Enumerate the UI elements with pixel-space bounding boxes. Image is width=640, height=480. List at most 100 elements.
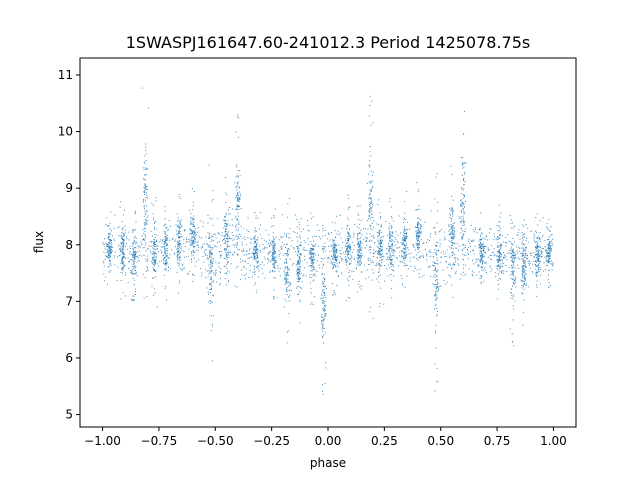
data-point [241,274,243,276]
data-point [190,224,192,226]
data-point [256,267,258,268]
data-point [347,252,349,254]
data-point [312,253,314,255]
data-point [121,252,123,254]
data-point [147,259,149,261]
data-point [310,212,312,214]
data-point [213,315,214,317]
data-point [523,255,524,257]
data-point [499,267,501,269]
data-point [264,246,266,248]
data-point [451,233,453,235]
data-point [496,260,498,261]
data-point [109,263,111,265]
data-point [302,275,304,277]
data-point [364,247,366,249]
data-point [435,242,437,244]
data-point [357,249,359,251]
data-point [253,265,255,267]
data-point [406,221,408,223]
data-point [284,233,285,235]
data-point [412,244,414,246]
data-point [273,296,274,298]
data-point [274,259,276,261]
data-point [404,228,406,230]
data-point [381,246,383,248]
data-point [254,267,256,269]
data-point [369,239,371,241]
data-point [215,237,217,239]
data-point [318,264,320,266]
data-point [403,235,405,236]
data-point [449,263,451,265]
data-point [521,270,523,272]
data-point [284,298,286,300]
data-point [479,250,481,252]
data-point [353,257,355,259]
data-point [167,239,169,241]
data-point [535,259,537,261]
data-point [512,253,514,255]
data-point [417,217,419,219]
data-point [273,266,275,268]
data-point [484,246,486,248]
data-point [131,300,133,301]
data-point [403,230,405,232]
data-point [486,239,488,241]
data-point [429,249,431,251]
data-point [482,256,484,258]
data-point [255,292,257,294]
data-point [119,254,121,256]
data-point [144,183,146,185]
data-point [310,251,312,253]
data-point [369,208,371,210]
data-point [468,238,470,240]
data-point [176,226,178,228]
data-point [414,267,416,269]
data-point [324,250,326,252]
data-point [132,242,133,244]
data-point [228,256,230,258]
data-point [141,255,143,257]
data-point [417,221,419,223]
data-point [544,240,546,242]
data-point [356,263,358,265]
data-point [484,251,486,253]
data-point [145,258,147,260]
data-point [183,251,185,252]
data-point [535,241,537,242]
data-point [538,270,540,272]
data-point [163,274,165,276]
data-point [147,219,149,221]
data-point [512,319,514,321]
data-point [496,259,498,260]
data-point [322,320,324,322]
data-point [357,291,358,293]
data-point [311,259,313,261]
data-point [124,231,126,233]
data-point [295,264,297,266]
data-point [523,219,525,221]
data-point [321,320,323,322]
data-point [512,254,513,256]
data-point [522,265,524,267]
data-point [534,263,536,265]
data-point [154,244,156,245]
data-point [256,230,258,232]
data-point [271,258,273,260]
data-point [273,242,275,244]
data-point [451,251,453,253]
data-point [497,279,499,281]
data-point [237,243,238,245]
data-point [461,236,463,238]
data-point [121,241,123,243]
data-point [372,204,374,205]
data-point [420,219,422,221]
data-point [322,230,324,232]
data-point [209,257,211,259]
data-point [189,233,191,235]
data-point [129,248,131,249]
data-point [539,268,541,270]
data-point [226,194,228,196]
data-point [335,245,337,247]
